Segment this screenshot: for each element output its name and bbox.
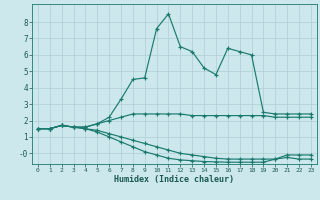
X-axis label: Humidex (Indice chaleur): Humidex (Indice chaleur) bbox=[115, 175, 234, 184]
